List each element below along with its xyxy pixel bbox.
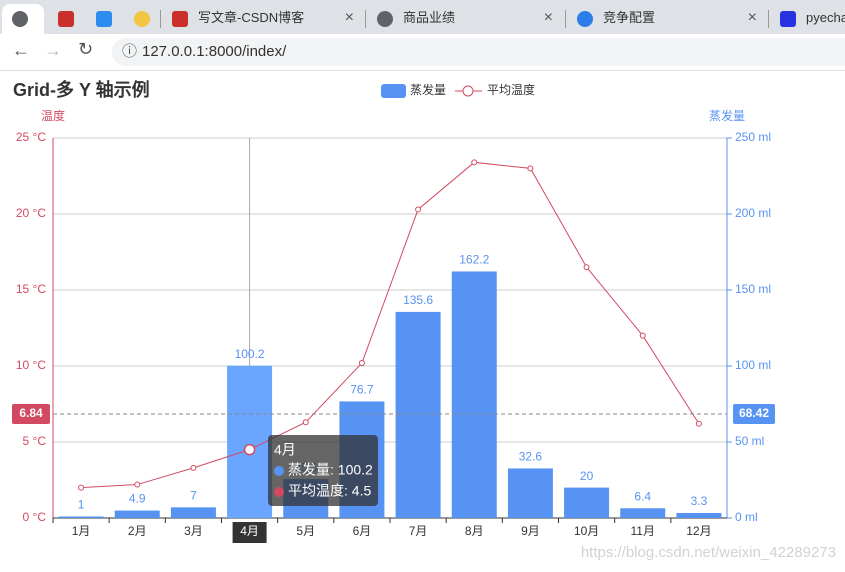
bar-label: 1 xyxy=(78,498,85,512)
pointer-label-bg xyxy=(733,404,775,425)
y-axis-title: 温度 xyxy=(41,108,65,123)
y-tick-label: 25 °C xyxy=(16,130,46,144)
line-point xyxy=(583,264,590,271)
y-tick-label: 0 °C xyxy=(23,510,47,524)
y2-tick-label: 100 ml xyxy=(735,358,771,372)
bar xyxy=(507,468,553,518)
reload-button[interactable]: ↻ xyxy=(78,39,94,59)
tab[interactable]: pyecha xyxy=(770,4,845,34)
x-tick-label: 3月 xyxy=(184,524,203,538)
x-tick-label: 8月 xyxy=(465,524,484,538)
line-point xyxy=(358,359,365,366)
x-tick-label: 5月 xyxy=(296,524,315,538)
line-point xyxy=(415,206,422,213)
x-tick-label: 10月 xyxy=(574,524,599,538)
line xyxy=(81,161,700,489)
chart: Grid-多 Y 轴示例 0 °C 5 °C 10 °C 15 °C 20 °C 25 °… xyxy=(12,79,836,561)
line-point xyxy=(639,332,646,339)
pointer-label-bg xyxy=(12,404,50,425)
line-point xyxy=(190,464,197,471)
tooltip-title: 4月 xyxy=(274,442,296,458)
tab[interactable] xyxy=(124,4,160,34)
address-bar[interactable]: ⓘ 127.0.0.1:8000/index/ xyxy=(112,38,845,66)
x-tick-label: 4月 xyxy=(240,524,259,538)
bar-label: 162.2 xyxy=(459,253,489,267)
legend-label: 平均温度 xyxy=(487,82,535,97)
y2-tick-label: 150 ml xyxy=(735,282,771,296)
x-tick-label: 12月 xyxy=(686,524,711,538)
x-tick-label: 9月 xyxy=(521,524,540,538)
tab-title: 竞争配置 xyxy=(603,10,656,25)
bar xyxy=(564,487,610,518)
legend-label: 蒸发量 xyxy=(410,82,446,97)
chart-title: Grid-多 Y 轴示例 xyxy=(13,79,150,100)
line-point xyxy=(243,443,256,456)
back-button[interactable]: ← xyxy=(12,40,30,60)
watermark: https://blog.csdn.net/weixin_42289273 xyxy=(581,544,836,561)
tab-title: pyecha xyxy=(806,10,845,25)
y2-tick-label: 200 ml xyxy=(735,206,771,220)
x-tick-label: 11月 xyxy=(631,524,655,538)
y2-axis-title: 蒸发量 xyxy=(709,108,745,123)
toolbar: ← → ↻ ⓘ 127.0.0.1:8000/index/ xyxy=(0,34,845,71)
tab[interactable] xyxy=(2,4,44,34)
tab-title: 商品业绩 xyxy=(403,10,456,25)
bar xyxy=(676,512,722,518)
bar-label: 76.7 xyxy=(350,383,374,397)
tab[interactable] xyxy=(86,4,122,34)
bar-label: 100.2 xyxy=(235,347,265,361)
tooltip xyxy=(268,435,378,506)
x-tick-label: 7月 xyxy=(409,524,428,538)
tab[interactable]: 写文章-CSDN博客 × xyxy=(162,4,364,34)
bar xyxy=(395,311,441,518)
bar xyxy=(114,510,160,518)
line-point xyxy=(302,419,309,426)
tab[interactable] xyxy=(48,4,84,34)
y-tick-label: 10 °C xyxy=(16,358,46,372)
bar-label: 6.4 xyxy=(634,489,651,503)
bar-label: 3.3 xyxy=(691,494,708,508)
y-tick-label: 20 °C xyxy=(16,206,46,220)
x-pointer-label-bg xyxy=(232,522,267,543)
tooltip-dot xyxy=(274,487,284,497)
tab[interactable]: 商品业绩 × xyxy=(367,4,563,34)
x-tick-label: 2月 xyxy=(128,524,147,538)
legend-swatch xyxy=(381,84,406,98)
pointer-label: 6.84 xyxy=(19,406,43,420)
tab-title: 写文章-CSDN博客 xyxy=(198,10,305,25)
line-point xyxy=(527,165,534,172)
bar-label: 7 xyxy=(190,489,197,503)
bar xyxy=(451,271,497,518)
url-text: 127.0.0.1:8000/index/ xyxy=(142,43,287,60)
bar-label: 135.6 xyxy=(403,293,433,307)
tooltip-item: 平均温度: 4.5 xyxy=(288,483,371,499)
x-tick-label: 1月 xyxy=(72,524,91,538)
pointer-label: 68.42 xyxy=(739,406,769,420)
tooltip-dot xyxy=(274,466,284,476)
bar xyxy=(170,507,216,518)
y-tick-label: 15 °C xyxy=(16,282,46,296)
line-point xyxy=(471,159,478,166)
y2-tick-label: 50 ml xyxy=(735,434,764,448)
line-point xyxy=(134,481,141,488)
tab[interactable]: 竞争配置 × xyxy=(567,4,767,34)
bar-label: 32.6 xyxy=(519,450,543,464)
line-point xyxy=(78,484,85,491)
bar xyxy=(620,508,666,518)
y2-tick-label: 250 ml xyxy=(735,130,771,144)
x-tick-label: 6月 xyxy=(353,524,372,538)
forward-button[interactable]: → xyxy=(44,40,62,60)
y2-tick-label: 0 ml xyxy=(735,510,758,524)
bar-label: 4.9 xyxy=(129,492,146,506)
tab-strip: 写文章-CSDN博客 × 商品业绩 × 竞争配置 × pyecha xyxy=(0,0,845,34)
bar xyxy=(58,516,104,518)
bar-label: 20 xyxy=(580,469,594,483)
tooltip-item: 蒸发量: 100.2 xyxy=(288,462,373,478)
line-point xyxy=(695,420,702,427)
legend-swatch xyxy=(462,85,474,97)
y-tick-label: 5 °C xyxy=(23,434,47,448)
